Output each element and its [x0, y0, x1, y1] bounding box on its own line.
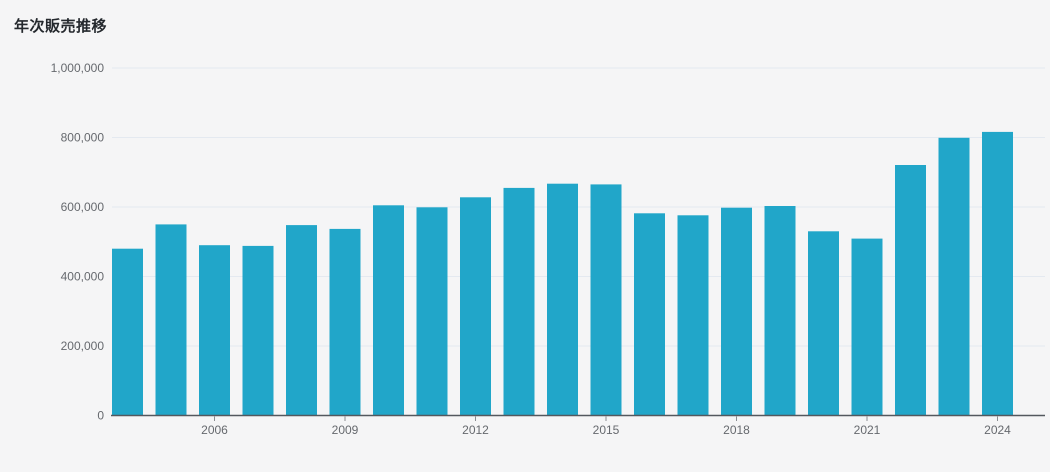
bar-2006[interactable] — [199, 245, 230, 416]
bar-2005[interactable] — [155, 224, 187, 416]
bar-2009[interactable] — [329, 228, 361, 416]
bar-2015[interactable] — [590, 184, 622, 416]
bar-2014[interactable] — [547, 183, 578, 416]
bar-2021[interactable] — [851, 238, 883, 416]
y-axis-label-600000: 600,000 — [61, 200, 105, 214]
bar-2024[interactable] — [982, 131, 1013, 416]
bar-2012[interactable] — [460, 197, 491, 416]
axes-group: 2006 2009 2012 2015 2018 2021 2024 — [111, 414, 1045, 437]
bar-2019[interactable] — [764, 206, 796, 416]
bar-2022[interactable] — [895, 165, 926, 416]
y-axis-label-200000: 200,000 — [61, 339, 105, 353]
y-axis-label-1000000: 1,000,000 — [51, 61, 105, 75]
x-axis-label-2009: 2009 — [332, 423, 359, 437]
bar-2010[interactable] — [373, 205, 404, 416]
x-axis-label-2015: 2015 — [593, 423, 620, 437]
x-axis-label-2012: 2012 — [462, 423, 489, 437]
bar-2016[interactable] — [634, 213, 665, 416]
bar-2011[interactable] — [416, 207, 448, 416]
y-axis-label-0: 0 — [97, 409, 104, 423]
x-axis-label-2018: 2018 — [723, 423, 750, 437]
bar-2008[interactable] — [286, 225, 317, 416]
bar-2023[interactable] — [938, 137, 970, 416]
bars-group — [112, 131, 1013, 416]
bar-2018[interactable] — [721, 207, 752, 416]
y-axis-label-800000: 800,000 — [61, 131, 105, 145]
bar-2004[interactable] — [112, 248, 143, 416]
x-axis-label-2024: 2024 — [984, 423, 1011, 437]
x-axis-label-2021: 2021 — [854, 423, 881, 437]
bar-2020[interactable] — [808, 231, 839, 416]
x-axis-label-2006: 2006 — [201, 423, 228, 437]
bar-2013[interactable] — [503, 187, 535, 416]
chart-title: 年次販売推移 — [14, 18, 108, 35]
bar-2007[interactable] — [242, 245, 274, 416]
bar-2017[interactable] — [677, 215, 709, 416]
y-axis-label-400000: 400,000 — [61, 270, 105, 284]
